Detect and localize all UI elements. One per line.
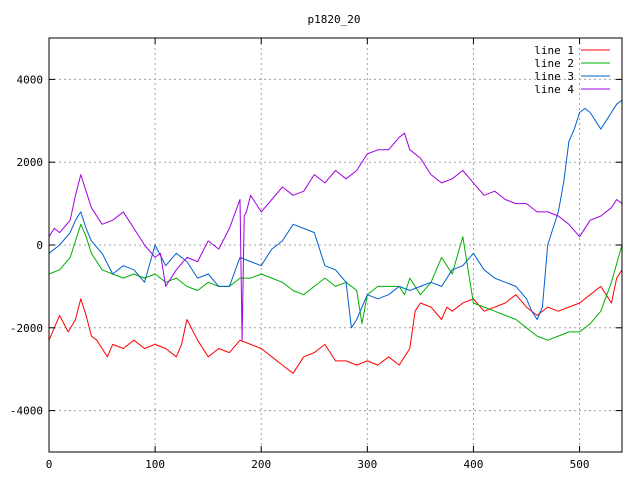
legend-label: line 3 (534, 70, 574, 83)
series-line-1 (48, 269, 623, 374)
legend-label: line 4 (534, 83, 574, 96)
series-line-3 (48, 99, 623, 329)
legend-label: line 2 (534, 57, 574, 70)
chart-title: p1820_20 (308, 13, 361, 26)
x-tick-label: 200 (251, 458, 271, 471)
x-tick-label: 100 (145, 458, 165, 471)
grid (49, 38, 622, 452)
series-group (48, 99, 623, 374)
x-tick-label: 500 (570, 458, 590, 471)
y-tick-label: -4000 (10, 405, 43, 418)
series-line-2 (48, 223, 623, 341)
y-tick-label: -2000 (10, 322, 43, 335)
series-line-4 (48, 132, 623, 341)
y-tick-label: 4000 (17, 73, 44, 86)
x-tick-label: 0 (46, 458, 53, 471)
x-tick-label: 400 (464, 458, 484, 471)
y-tick-label: 2000 (17, 156, 44, 169)
legend-label: line 1 (534, 44, 574, 57)
y-tick-label: 0 (36, 239, 43, 252)
x-tick-label: 300 (357, 458, 377, 471)
axis-ticks: 0 100 200 300 400 500 -4000 -2000 0 2000 4000 (10, 38, 622, 471)
